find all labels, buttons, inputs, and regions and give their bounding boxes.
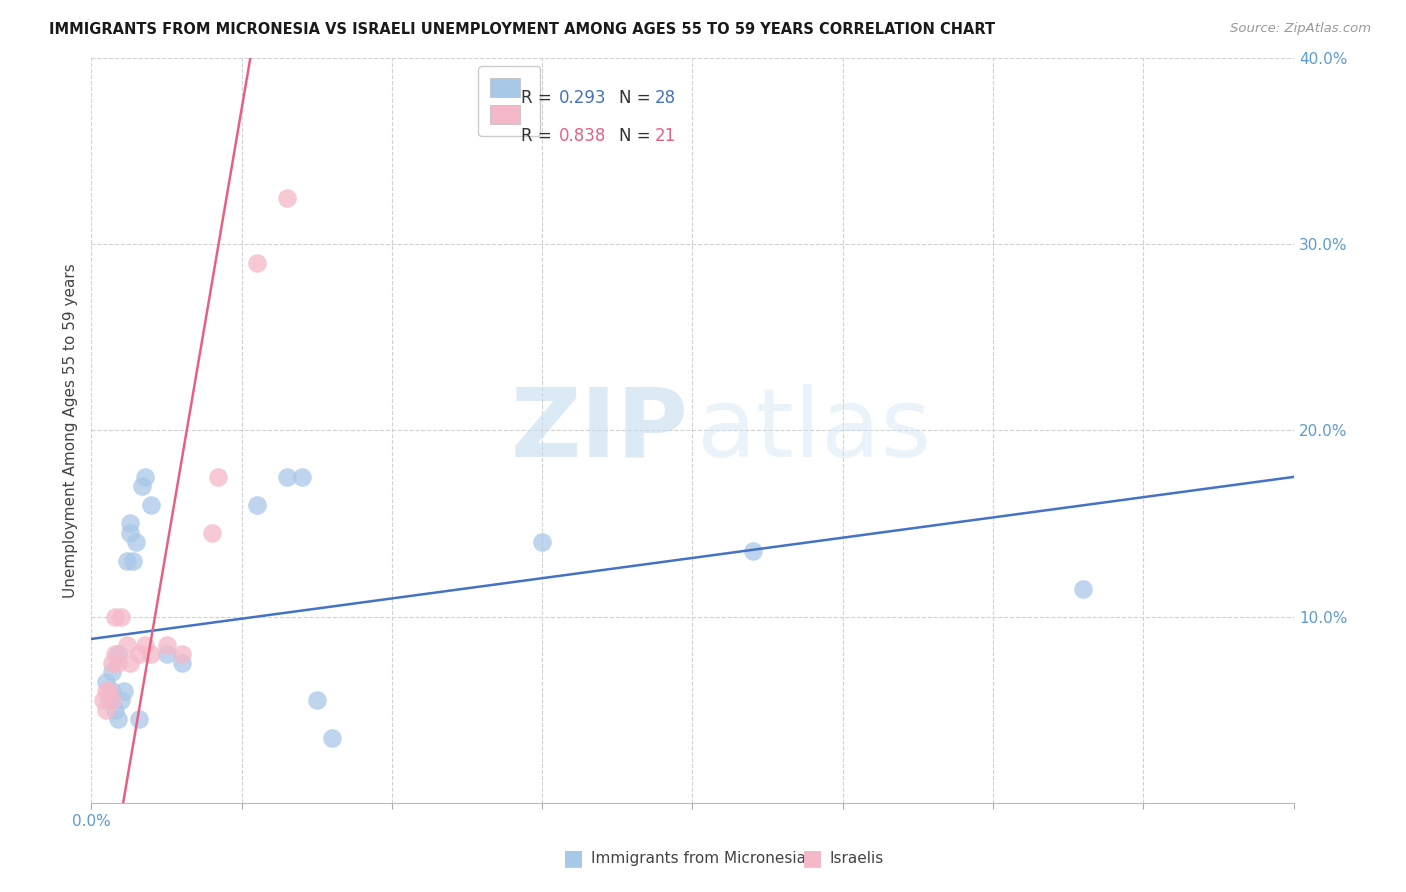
Point: [305, 693, 328, 707]
Point: [207, 470, 229, 484]
Point: [107, 656, 129, 670]
Text: N =: N =: [619, 127, 657, 145]
Point: [131, 479, 153, 493]
Point: [101, 693, 124, 707]
Text: 0.293: 0.293: [560, 89, 606, 107]
Point: [201, 525, 224, 540]
Point: [93, 693, 115, 707]
Text: Immigrants from Micronesia: Immigrants from Micronesia: [591, 851, 806, 865]
Point: [276, 191, 298, 205]
Point: [101, 665, 124, 680]
Point: [128, 712, 150, 726]
Point: [155, 638, 177, 652]
Point: [122, 554, 145, 568]
Point: [101, 656, 124, 670]
Point: [117, 638, 139, 652]
Point: [120, 656, 142, 670]
Point: [246, 498, 269, 512]
Text: R =: R =: [520, 89, 557, 107]
Point: [125, 535, 148, 549]
Point: [101, 684, 124, 698]
Point: [134, 470, 156, 484]
Text: Israelis: Israelis: [830, 851, 884, 865]
Point: [114, 684, 136, 698]
Point: [155, 647, 177, 661]
Point: [741, 544, 763, 558]
Point: [98, 684, 121, 698]
Text: 21: 21: [655, 127, 676, 145]
Point: [531, 535, 554, 549]
Y-axis label: Unemployment Among Ages 55 to 59 years: Unemployment Among Ages 55 to 59 years: [63, 263, 79, 598]
Point: [246, 256, 269, 270]
Text: 0.838: 0.838: [560, 127, 606, 145]
Point: [96, 674, 118, 689]
Text: 28: 28: [655, 89, 676, 107]
Point: [134, 638, 156, 652]
Point: [110, 609, 132, 624]
Point: [107, 712, 129, 726]
Point: [110, 693, 132, 707]
Point: [141, 647, 163, 661]
Point: [291, 470, 314, 484]
Text: atlas: atlas: [696, 384, 931, 477]
Point: [141, 498, 163, 512]
Text: Source: ZipAtlas.com: Source: ZipAtlas.com: [1230, 22, 1371, 36]
Point: [321, 731, 343, 745]
Point: [276, 470, 298, 484]
Text: ZIP: ZIP: [510, 384, 689, 477]
Point: [117, 554, 139, 568]
Point: [170, 656, 193, 670]
Point: [96, 684, 118, 698]
Point: [1071, 582, 1094, 596]
Point: [120, 525, 142, 540]
Point: [104, 609, 127, 624]
Point: [170, 647, 193, 661]
Text: ■: ■: [801, 848, 823, 868]
Text: IMMIGRANTS FROM MICRONESIA VS ISRAELI UNEMPLOYMENT AMONG AGES 55 TO 59 YEARS COR: IMMIGRANTS FROM MICRONESIA VS ISRAELI UN…: [49, 22, 995, 37]
Legend: , : ,: [478, 66, 540, 136]
Point: [107, 647, 129, 661]
Point: [98, 693, 121, 707]
Point: [104, 703, 127, 717]
Point: [128, 647, 150, 661]
Point: [104, 647, 127, 661]
Text: R =: R =: [520, 127, 557, 145]
Point: [96, 703, 118, 717]
Text: ■: ■: [562, 848, 583, 868]
Text: N =: N =: [619, 89, 657, 107]
Point: [120, 516, 142, 531]
